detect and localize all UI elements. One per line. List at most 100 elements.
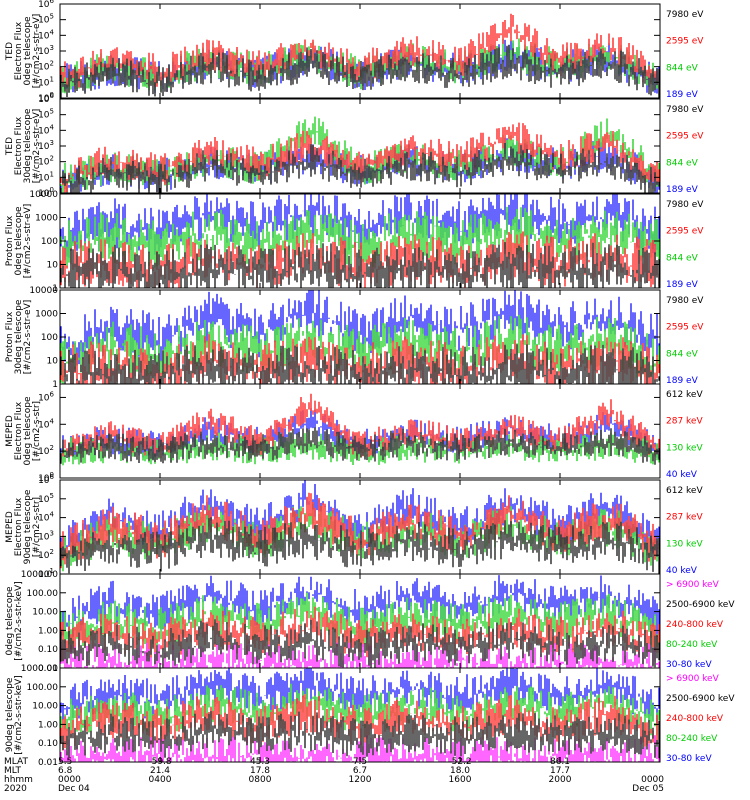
- panel-4-legend-3: 844 eV: [666, 349, 699, 359]
- panel-5-legend-4: 40 keV: [666, 470, 698, 480]
- panel-5-frame: [59, 383, 661, 479]
- panel-4-ytick-label-0: 1: [52, 380, 58, 390]
- panel-6: 101 102 103 104 105 106 MEPED Electron Flux 90de…: [5, 473, 703, 580]
- x-tick-hhmm-2: 0800: [249, 775, 272, 785]
- panel-5: 100 102 104 106 MEPED Electron Flux 0deg teles…: [5, 383, 703, 484]
- panel-1-ytick-label-6: 106: [38, 0, 54, 10]
- panel-4-frame: [59, 289, 661, 385]
- panel-3-series-1: [60, 242, 660, 288]
- panel-1-series-2: [60, 13, 660, 95]
- panel-6-frame: [59, 479, 661, 575]
- panel-2-series-1: [60, 143, 660, 193]
- panel-1-legend-2: 2595 eV: [666, 37, 704, 47]
- panel-1-ylabel-3: 0deg telescope: [23, 16, 33, 86]
- panel-5-legend-2: 287 keV: [666, 417, 703, 427]
- x-tick-mlat-1: -59.8: [148, 757, 172, 767]
- panel-8-frame: [59, 667, 661, 763]
- panel-2-legend-4: 189 eV: [666, 185, 699, 195]
- panel-6-legend-1: 612 keV: [666, 486, 703, 496]
- panel-5-ytick-label-1: 102: [38, 444, 54, 457]
- panel-8-legend-5: 30-80 keV: [666, 754, 712, 764]
- panel-8: 0.01 0.10 1.00 10.00 100.00 1000.00 90deg tele…: [5, 664, 735, 768]
- panel-7-ytick-label-3: 10.00: [32, 608, 58, 618]
- panel-4-ytick-label-1: 10: [47, 357, 59, 367]
- panel-2-series-2: [60, 122, 660, 193]
- panel-1-ytick-label-1: 101: [38, 75, 54, 88]
- panel-2-ytick-label-1: 101: [38, 170, 54, 183]
- x-tick-hhmm-6: 0000: [641, 775, 664, 785]
- panel-6-ytick-label-2: 103: [38, 529, 54, 542]
- panel-3-legend-2: 2595 eV: [666, 227, 704, 237]
- panel-2-ytick-label-6: 106: [38, 92, 54, 105]
- panel-3-legend-4: 189 eV: [666, 280, 699, 290]
- panel-8-legend-1: > 6900 keV: [666, 674, 720, 684]
- panel-1-frame: [59, 3, 661, 99]
- panel-5-ytick-label-2: 104: [38, 417, 54, 430]
- panel-7-ytick-label-4: 100.00: [27, 589, 59, 599]
- panel-3-ylabel-1: Proton Flux: [5, 215, 15, 266]
- panel-4-legend-1: 7980 eV: [666, 296, 704, 306]
- panel-4-ytick-label-3: 1000: [35, 310, 58, 320]
- panel-7-legend-1: > 6900 keV: [666, 580, 720, 590]
- x-tick-mlt-2: 17.8: [250, 766, 270, 776]
- x-tick-mlat-2: 45.3: [250, 757, 270, 767]
- x-tick-mlt-5: 17.7: [550, 766, 570, 776]
- panel-3-legend-1: 7980 eV: [666, 200, 704, 210]
- x-row-label-mlt: MLT: [4, 766, 22, 776]
- panel-2-ytick-label-0: 100: [38, 186, 54, 199]
- panel-5-legend-3: 130 keV: [666, 443, 703, 453]
- panel-3-legend-3: 844 eV: [666, 253, 699, 263]
- panel-6-ytick-label-1: 102: [38, 548, 54, 561]
- panel-7-legend-2: 2500-6900 keV: [666, 600, 735, 610]
- panel-2-ytick-label-2: 102: [38, 155, 54, 168]
- panel-7-series-2: [60, 619, 660, 668]
- panel-4-legend-4: 189 eV: [666, 376, 699, 386]
- panel-5-ylabel-1: MEPED: [5, 415, 15, 447]
- panel-1-series-1: [60, 45, 660, 98]
- panel-1-legend-3: 844 eV: [666, 63, 699, 73]
- panel-4-series-1: [60, 344, 660, 384]
- panel-3-ytick-label-4: 10000: [29, 190, 58, 200]
- panel-7-frame: [59, 573, 661, 669]
- panel-8-series-2: [60, 711, 660, 759]
- panel-8-legend-2: 2500-6900 keV: [666, 694, 735, 704]
- panel-4-legend-2: 2595 eV: [666, 323, 704, 333]
- panel-1-ytick-label-5: 105: [38, 13, 54, 26]
- panel-1: 100 101 102 103 104 105 106 TED Electron Flux 0de…: [5, 0, 704, 104]
- panel-2-ylabel-2: Electron Flux: [14, 116, 24, 175]
- panel-7-ytick-label-0: 0.01: [38, 664, 58, 674]
- panel-3-ytick-label-2: 100: [41, 237, 58, 247]
- panel-6-ylabel-3: 90deg telescope: [23, 489, 33, 564]
- panel-3: 1 10 100 1000 10000 Proton Flux 0deg telescope…: [5, 190, 704, 294]
- panel-2-frame: [59, 98, 661, 194]
- panel-5-series-1: [60, 427, 660, 465]
- x-tick-mlt-3: 6.7: [353, 766, 367, 776]
- x-tick-mlat-4: -52.2: [448, 757, 471, 767]
- x-tick-hhmm-3: 1200: [349, 775, 372, 785]
- panel-8-ylabel-2: [#/cm2-s-str-keV]: [14, 675, 24, 754]
- panel-3-ylabel-3: [#/cm2-s-str-eV]: [23, 204, 33, 279]
- panel-4-ytick-label-4: 10000: [29, 286, 58, 296]
- panel-8-ytick-label-3: 10.00: [32, 702, 58, 712]
- panel-5-ylabel-4: [#/cm2-s-str]: [32, 401, 42, 461]
- panel-8-ytick-label-4: 100.00: [27, 683, 59, 693]
- panel-7-ylabel-2: [#/cm2-s-str-keV]: [14, 581, 24, 660]
- panel-2-ylabel-3: 30deg telescope: [23, 108, 33, 183]
- panel-6-ytick-label-4: 105: [38, 492, 54, 505]
- panel-1-ylabel-1: TED: [5, 42, 15, 61]
- x-row-label-hhmm: hhmm: [4, 775, 33, 785]
- panel-2-legend-2: 2595 eV: [666, 132, 704, 142]
- panel-6-legend-2: 287 keV: [666, 513, 703, 523]
- panel-1-ylabel-2: Electron Flux: [14, 21, 24, 80]
- panel-7-ytick-label-5: 1000.00: [21, 570, 58, 580]
- panel-6-ylabel-1: MEPED: [5, 511, 15, 543]
- panel-8-ytick-label-5: 1000.00: [21, 664, 58, 674]
- panel-5-ytick-label-0: 100: [38, 471, 54, 484]
- panel-1-ylabel-4: [#/cm2-s-str-eV]: [32, 14, 42, 89]
- panel-6-ytick-label-3: 104: [38, 511, 54, 524]
- x-tick-mlt-4: 18.0: [450, 766, 470, 776]
- panel-3-ytick-label-1: 10: [47, 261, 59, 271]
- x-tick-mlat-3: 7.5: [353, 757, 367, 767]
